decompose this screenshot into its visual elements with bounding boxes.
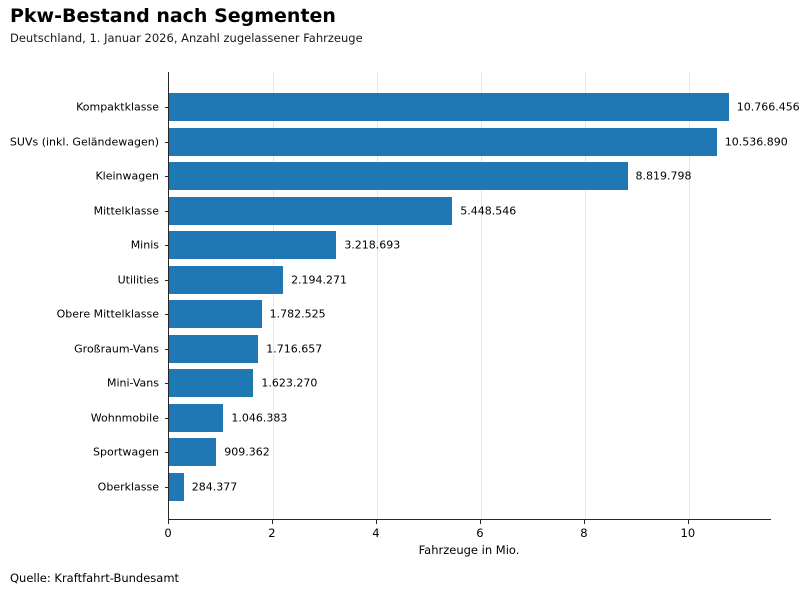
bar <box>169 300 262 329</box>
bar-row: Mini-Vans 1.623.270 <box>107 366 771 401</box>
bar <box>169 403 224 432</box>
value-label: 10.766.456 <box>736 100 800 114</box>
category-label: SUVs (inkl. Geländewagen) <box>9 135 159 149</box>
y-tick-mark <box>165 452 169 454</box>
bar-row: Wohnmobile 1.046.383 <box>91 401 771 436</box>
bars-container: Kompaktklasse 10.766.456 SUVs (inkl. Gelän… <box>10 72 800 519</box>
value-label: 10.536.890 <box>724 135 788 149</box>
bar-row: Kompaktklasse 10.766.456 <box>76 90 800 125</box>
x-axis-title: Fahrzeuge in Mio. <box>418 543 520 557</box>
category-label: Utilities <box>117 273 159 287</box>
category-label: Mittelklasse <box>93 204 159 218</box>
y-tick-mark <box>165 107 169 109</box>
x-tick-mark <box>479 520 481 524</box>
value-label: 1.782.525 <box>269 307 326 321</box>
y-tick-mark <box>165 279 169 281</box>
category-label: Großraum-Vans <box>74 342 159 356</box>
category-label: Kleinwagen <box>95 169 159 183</box>
value-label: 8.819.798 <box>635 169 692 183</box>
x-tick-label: 8 <box>580 526 588 540</box>
bar <box>169 265 284 294</box>
gridline-6 <box>480 72 482 519</box>
bar <box>169 162 628 191</box>
y-tick-mark <box>165 486 169 488</box>
bar <box>169 472 184 501</box>
y-tick-mark <box>165 141 169 143</box>
value-label: 2.194.271 <box>291 273 348 287</box>
value-label: 1.046.383 <box>231 411 288 425</box>
x-tick-label: 6 <box>476 526 484 540</box>
plot-area: Kompaktklasse 10.766.456 SUVs (inkl. Gelän… <box>10 72 800 520</box>
bar-row: Minis 3.218.693 <box>131 228 771 263</box>
value-label: 909.362 <box>224 445 270 459</box>
category-label: Sportwagen <box>93 445 159 459</box>
category-label: Obere Mittelklasse <box>56 307 159 321</box>
x-tick-label: 4 <box>372 526 380 540</box>
y-tick-mark <box>165 417 169 419</box>
value-label: 5.448.546 <box>460 204 517 218</box>
x-tick-mark <box>583 520 585 524</box>
bar-row: SUVs (inkl. Geländewagen) 10.536.890 <box>10 125 788 160</box>
x-tick-mark <box>168 520 169 524</box>
value-label: 3.218.693 <box>344 238 401 252</box>
bar-row: Mittelklasse 5.448.546 <box>94 194 771 229</box>
value-label: 284.377 <box>191 480 238 494</box>
category-label: Oberklasse <box>97 480 159 494</box>
source-note: Quelle: Kraftfahrt-Bundesamt <box>10 571 180 585</box>
category-label: Wohnmobile <box>90 411 159 425</box>
x-tick-label: 10 <box>680 526 696 540</box>
x-tick-label: 0 <box>164 526 172 540</box>
bar-row: Obere Mittelklasse 1.782.525 <box>57 297 771 332</box>
y-tick-mark <box>165 348 169 350</box>
gridline-4 <box>376 72 378 519</box>
bar <box>169 127 717 156</box>
y-tick-mark <box>165 314 169 316</box>
x-tick-mark <box>271 520 273 524</box>
value-label: 1.623.270 <box>261 376 318 390</box>
bar-row: Kleinwagen 8.819.798 <box>95 159 771 194</box>
bar <box>169 369 254 398</box>
bar-row: Sportwagen 909.362 <box>93 435 771 470</box>
y-tick-mark <box>165 383 169 385</box>
x-axis: Fahrzeuge in Mio. 0 2 4 6 8 10 <box>164 520 770 570</box>
x-tick-mark <box>375 520 377 524</box>
category-label: Kompaktklasse <box>76 100 159 114</box>
gridline-2 <box>272 72 274 519</box>
gridline-10 <box>688 72 690 519</box>
bar <box>169 334 259 363</box>
y-tick-mark <box>165 245 169 247</box>
bar-row: Großraum-Vans 1.716.657 <box>74 332 771 367</box>
value-label: 1.716.657 <box>266 342 323 356</box>
category-label: Mini-Vans <box>106 376 159 390</box>
bar <box>169 93 729 122</box>
bar-row: Utilities 2.194.271 <box>118 263 771 298</box>
chart-subtitle: Deutschland, 1. Januar 2026, Anzahl zuge… <box>10 31 363 45</box>
category-label: Minis <box>130 238 159 252</box>
chart-title: Pkw-Bestand nach Segmenten <box>10 5 336 27</box>
y-tick-mark <box>165 176 169 178</box>
bar-row: Oberklasse 284.377 <box>98 470 771 505</box>
x-tick-label: 2 <box>268 526 276 540</box>
x-tick-mark <box>687 520 689 524</box>
gridline-8 <box>584 72 586 519</box>
bar <box>169 196 453 225</box>
bar <box>169 231 337 260</box>
y-tick-mark <box>165 210 169 212</box>
bar <box>169 438 217 467</box>
